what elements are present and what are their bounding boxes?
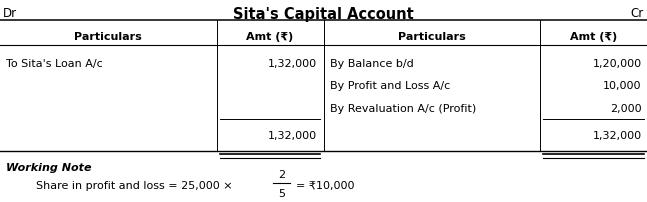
Text: By Profit and Loss A/c: By Profit and Loss A/c [330, 81, 450, 91]
Text: Working Note: Working Note [6, 163, 92, 173]
Text: Sita's Capital Account: Sita's Capital Account [233, 7, 414, 22]
Text: 1,20,000: 1,20,000 [593, 59, 642, 68]
Text: By Balance b/d: By Balance b/d [330, 59, 413, 68]
Text: = ₹10,000: = ₹10,000 [296, 180, 354, 190]
Text: Amt (₹): Amt (₹) [247, 32, 294, 42]
Text: Amt (₹): Amt (₹) [570, 32, 617, 42]
Text: To Sita's Loan A/c: To Sita's Loan A/c [6, 59, 104, 68]
Text: 1,32,000: 1,32,000 [268, 59, 317, 68]
Text: Particulars: Particulars [74, 32, 142, 42]
Text: 1,32,000: 1,32,000 [268, 130, 317, 140]
Text: Cr: Cr [631, 7, 644, 20]
Text: By Revaluation A/c (Profit): By Revaluation A/c (Profit) [330, 103, 476, 113]
Text: 2,000: 2,000 [610, 103, 642, 113]
Text: Particulars: Particulars [398, 32, 466, 42]
Text: Dr: Dr [3, 7, 17, 20]
Text: 10,000: 10,000 [603, 81, 642, 91]
Text: Share in profit and loss = 25,000 ×: Share in profit and loss = 25,000 × [36, 180, 236, 190]
Text: 5: 5 [278, 188, 285, 198]
Text: 1,32,000: 1,32,000 [593, 130, 642, 140]
Text: 2: 2 [278, 169, 285, 179]
